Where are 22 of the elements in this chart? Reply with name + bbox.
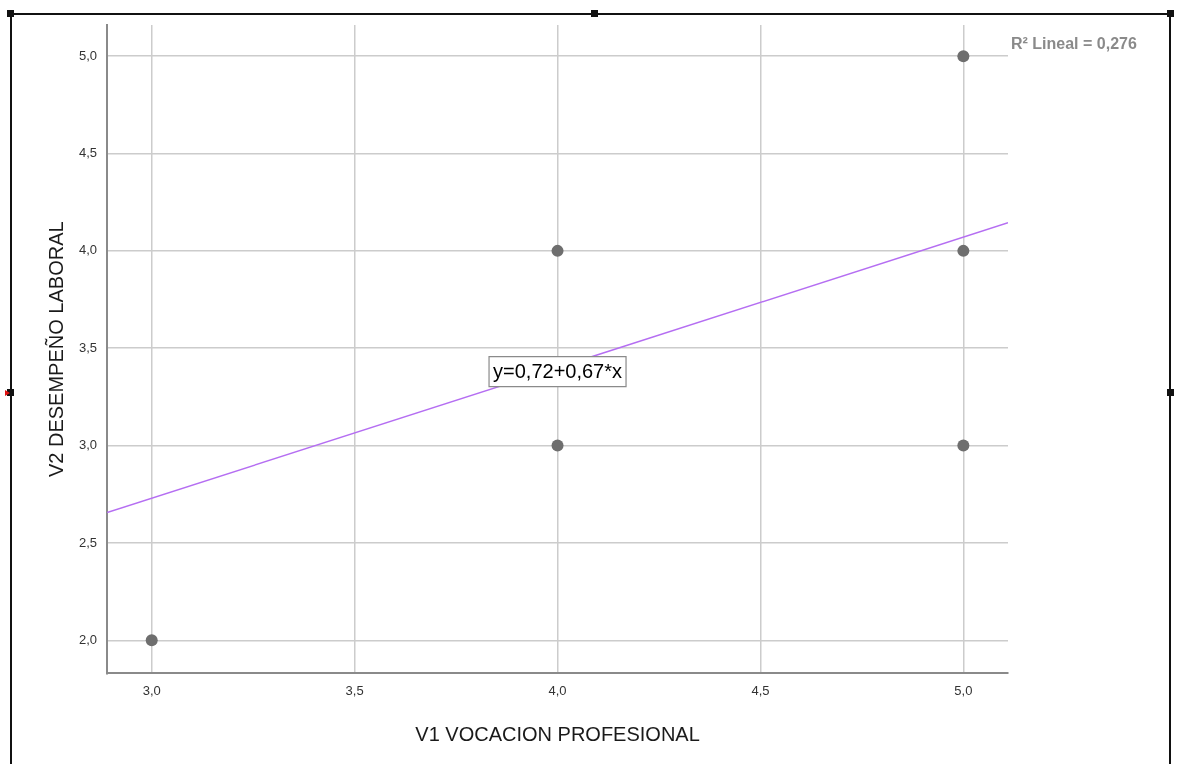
point: [957, 439, 970, 452]
x-tick-label: 5,0: [954, 682, 973, 698]
point: [957, 244, 970, 257]
x-tick-label: 4,0: [548, 682, 567, 698]
x-tick-label: 3,5: [345, 682, 364, 698]
point: [145, 634, 158, 647]
x-axis-title: V1 VOCACION PROFESIONAL: [415, 722, 700, 745]
y-tick-label: 4,5: [78, 145, 98, 161]
point: [551, 244, 564, 257]
y-tick-label: 5,0: [78, 47, 98, 63]
y-tick-label: 4,0: [78, 242, 98, 258]
y-tick-label: 3,5: [78, 339, 98, 355]
point: [551, 439, 564, 452]
annotation: y=0,72+0,67*x: [493, 360, 623, 383]
y-tick-label: 2,5: [78, 534, 98, 550]
y-axis-title: V2 DESEMPEÑO LABORAL: [43, 221, 67, 478]
y-tick-label: 3,0: [78, 437, 98, 453]
x-tick-label: 4,5: [751, 682, 770, 698]
point: [957, 50, 970, 63]
y-tick-label: 2,0: [78, 631, 98, 647]
text: R² Lineal = 0,276: [1011, 35, 1137, 53]
x-tick-label: 3,0: [142, 682, 161, 698]
